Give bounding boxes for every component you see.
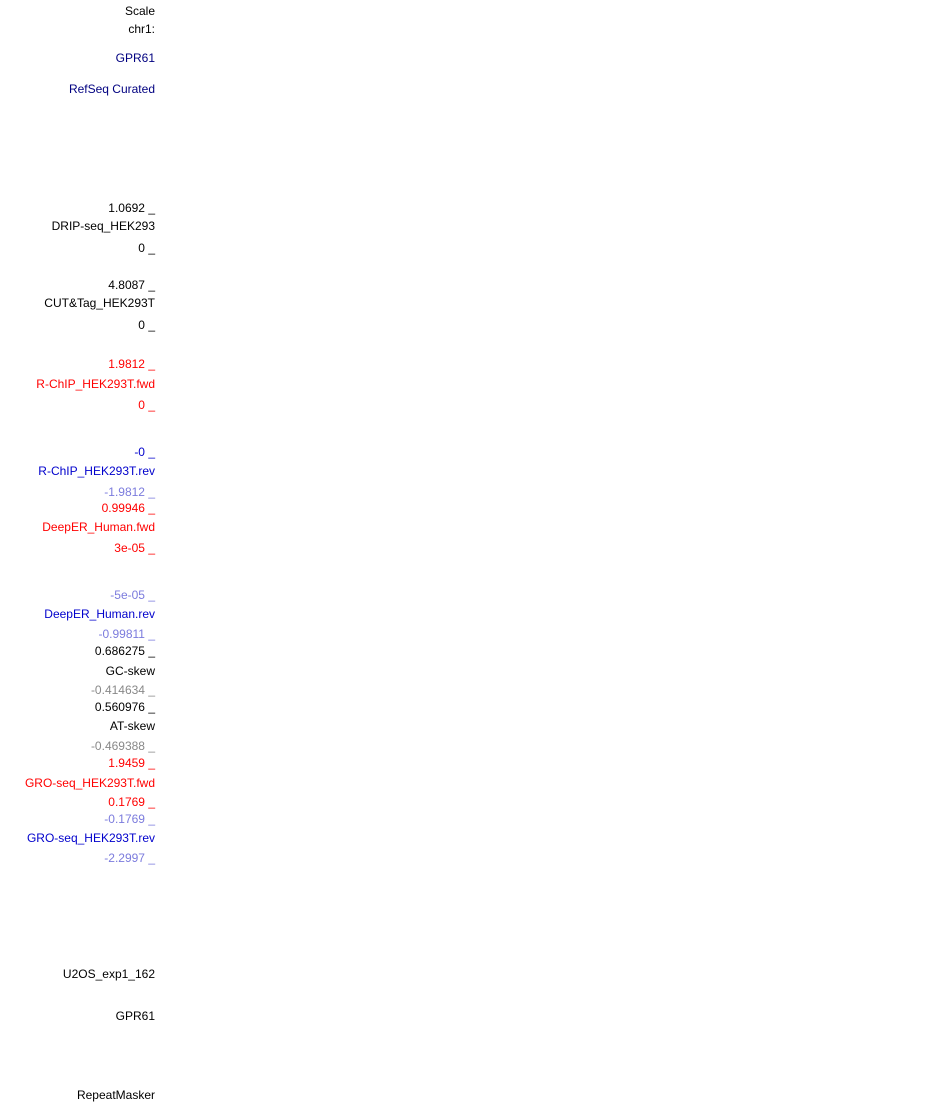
track-label-gc-skew[interactable]: GC-skew (105, 664, 155, 678)
tick-mark-icon: _ (144, 627, 155, 641)
track-label-gro-seq-hek293t-fwd[interactable]: GRO-seq_HEK293T.fwd (24, 776, 155, 790)
track-max-gro-seq-hek293t-fwd: 1.9459 _ (108, 756, 155, 770)
tick-mark-icon: _ (144, 541, 155, 555)
tick-mark-icon: _ (144, 588, 155, 602)
tick-mark-icon: _ (144, 739, 155, 753)
track-label-deeper-human-fwd[interactable]: DeepER_Human.fwd (42, 520, 155, 534)
track-max-rchip-hek293t-fwd: 1.9812 _ (108, 357, 155, 371)
track-min-deeper-human-fwd: 3e-05 _ (114, 541, 155, 555)
track-label-refseq-curated[interactable]: RefSeq Curated (68, 82, 155, 96)
tick-mark-icon: _ (144, 318, 155, 332)
tick-mark-icon: _ (144, 700, 155, 714)
tick-mark-icon: _ (144, 241, 155, 255)
tick-mark-icon: _ (144, 795, 155, 809)
track-max-cuttag-hek293t: 4.8087 _ (108, 278, 155, 292)
track-max-deeper-human-rev: -5e-05 _ (110, 588, 155, 602)
track-min-rchip-hek293t-rev: -1.9812 _ (104, 485, 155, 499)
track-label-cuttag-hek293t[interactable]: CUT&Tag_HEK293T (44, 296, 155, 310)
track-label-gpr61-top[interactable]: GPR61 (115, 51, 155, 65)
tick-mark-icon: _ (144, 398, 155, 412)
track-label-repeatmasker[interactable]: RepeatMasker (76, 1088, 155, 1102)
tick-mark-icon: _ (144, 357, 155, 371)
track-max-drip-seq-hek293: 1.0692 _ (108, 201, 155, 215)
track-max-gc-skew: 0.686275 _ (94, 644, 155, 658)
track-min-gro-seq-hek293t-fwd: 0.1769 _ (108, 795, 155, 809)
track-label-deeper-human-rev[interactable]: DeepER_Human.rev (44, 607, 155, 621)
track-min-at-skew: -0.469388 _ (90, 739, 155, 753)
track-max-deeper-human-fwd: 0.99946 _ (101, 501, 155, 515)
track-min-drip-seq-hek293: 0 _ (138, 241, 155, 255)
track-label-gro-seq-hek293t-rev[interactable]: GRO-seq_HEK293T.rev (26, 831, 155, 845)
track-label-rchip-hek293t-rev[interactable]: R-ChIP_HEK293T.rev (38, 464, 155, 478)
tick-mark-icon: _ (144, 851, 155, 865)
tick-mark-icon: _ (144, 201, 155, 215)
track-min-gc-skew: -0.414634 _ (90, 683, 155, 697)
tick-mark-icon: _ (144, 445, 155, 459)
track-label-rchip-hek293t-fwd[interactable]: R-ChIP_HEK293T.fwd (36, 377, 155, 391)
track-max-rchip-hek293t-rev: -0 _ (134, 445, 155, 459)
tick-mark-icon: _ (144, 756, 155, 770)
track-min-rchip-hek293t-fwd: 0 _ (138, 398, 155, 412)
track-max-gro-seq-hek293t-rev: -0.1769 _ (104, 812, 155, 826)
chromosome-label: chr1: (128, 22, 155, 36)
scale-label: Scale (124, 4, 155, 18)
track-min-gro-seq-hek293t-rev: -2.2997 _ (104, 851, 155, 865)
tick-mark-icon: _ (144, 683, 155, 697)
track-label-at-skew[interactable]: AT-skew (109, 719, 155, 733)
tick-mark-icon: _ (144, 485, 155, 499)
track-min-cuttag-hek293t: 0 _ (138, 318, 155, 332)
track-label-gpr61-bottom[interactable]: GPR61 (115, 1009, 155, 1023)
track-min-deeper-human-rev: -0.99811 _ (98, 627, 156, 641)
track-label-u2os-exp1-162[interactable]: U2OS_exp1_162 (62, 967, 155, 981)
track-max-at-skew: 0.560976 _ (94, 700, 155, 714)
track-label-drip-seq-hek293[interactable]: DRIP-seq_HEK293 (51, 219, 155, 233)
tick-mark-icon: _ (144, 812, 155, 826)
tick-mark-icon: _ (144, 501, 155, 515)
tick-mark-icon: _ (144, 278, 155, 292)
tick-mark-icon: _ (144, 644, 155, 658)
